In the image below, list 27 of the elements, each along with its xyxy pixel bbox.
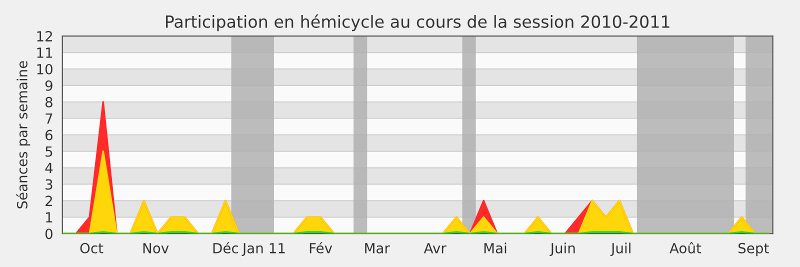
x-tick-label: Juil (610, 242, 630, 256)
x-tick-label: Fév (310, 242, 332, 254)
x-tick-label: Oct (80, 242, 104, 254)
y-tick-label: 11 (37, 48, 52, 58)
y-tick-label: 4 (45, 162, 53, 174)
y-tick-label: 6 (46, 130, 52, 140)
x-tick-label: Nov (143, 243, 169, 254)
y-tick-label: 5 (46, 146, 52, 157)
y-tick-label: 12 (37, 31, 52, 42)
y-tick-label: 1 (46, 212, 52, 222)
x-tick-label: Août (670, 242, 702, 254)
x-tick-label: Avr (424, 243, 446, 254)
x-tick-label: Sept (738, 242, 769, 256)
y-tick-label: 10 (37, 64, 52, 74)
y-tick-label: 7 (46, 114, 52, 124)
y-tick-label: 0 (45, 228, 52, 240)
x-tick-label: Juin (550, 242, 575, 256)
y-tick-label: 9 (45, 80, 52, 91)
y-tick-label: 3 (46, 179, 52, 190)
y-axis-title: Séances par semaine (16, 61, 30, 208)
x-tick-label: Jan 11 (242, 243, 285, 256)
x-tick-label: Mai (484, 242, 506, 254)
y-tick-label: 2 (46, 196, 52, 206)
x-tick-label: Déc (213, 242, 238, 254)
x-tick-label: Mar (365, 243, 390, 254)
chart-title: Participation en hémicycle au cours de la session 2010-2011 (166, 14, 670, 32)
y-tick-label: 8 (45, 96, 52, 108)
